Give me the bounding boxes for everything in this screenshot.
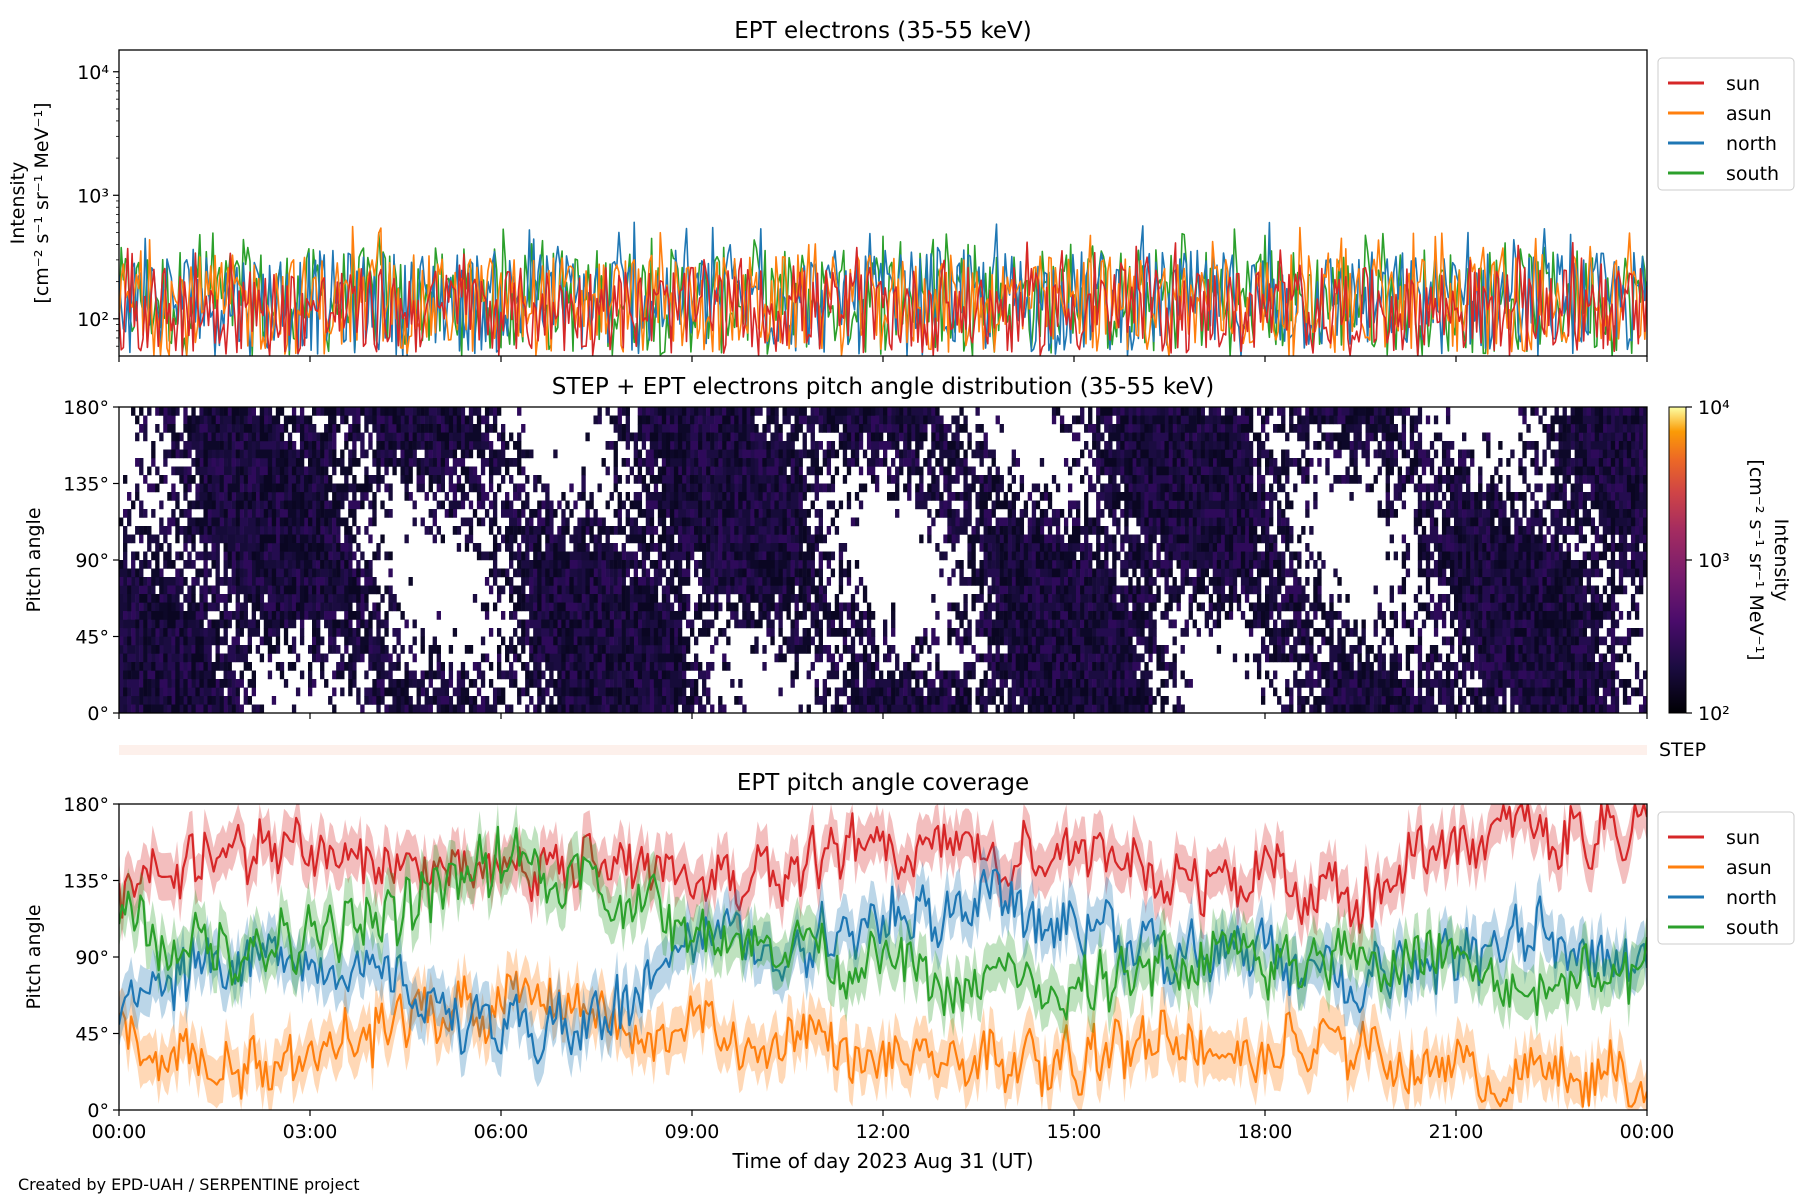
legend-label-north: north [1726, 887, 1777, 909]
y-tick-label: 180° [63, 397, 109, 419]
y-tick-label: 45° [75, 627, 109, 649]
panel-intensity: EPT electrons (35-55 keV) 10² 10³ 10⁴ Inte… [7, 18, 1795, 362]
x-tick-label: 21:00 [1429, 1121, 1484, 1143]
x-tick-label: 00:00 [92, 1121, 147, 1143]
panel4-y-axis: 0° 45° 90° 135° 180° [63, 794, 119, 1122]
panel1-x-ticks [118, 356, 1648, 362]
colorbar-tick-label: 10⁴ [1698, 397, 1730, 419]
panel4-legend: sun asun north south [1657, 811, 1795, 945]
x-tick-label: 12:00 [856, 1121, 911, 1143]
legend-label-south: south [1726, 917, 1779, 939]
y-tick-label: 0° [87, 703, 109, 725]
x-tick-label: 06:00 [474, 1121, 529, 1143]
step-strip-bar [119, 745, 1647, 755]
y-tick-label: 180° [63, 794, 109, 816]
y-tick-label: 45° [75, 1024, 109, 1046]
panel-pa-coverage: EPT pitch angle coverage 0° 45° 90° 135° 180… [23, 770, 1795, 1173]
intensity-line-sun [119, 241, 1647, 356]
legend-label-sun: sun [1726, 827, 1760, 849]
colorbar-tick-label: 10³ [1698, 550, 1730, 572]
panel1-title: EPT electrons (35-55 keV) [734, 18, 1031, 44]
panel2-ylabel: Pitch angle [23, 507, 45, 612]
y-tick-label: 90° [75, 947, 109, 969]
legend-label-north: north [1726, 133, 1777, 155]
y-tick-label: 10² [77, 309, 109, 331]
legend-box [1657, 811, 1795, 945]
y-tick-label: 90° [75, 550, 109, 572]
legend-label-sun: sun [1726, 73, 1760, 95]
panel2-title: STEP + EPT electrons pitch angle distrib… [552, 374, 1214, 400]
x-tick-label: 09:00 [665, 1121, 720, 1143]
x-tick-label: 18:00 [1238, 1121, 1293, 1143]
y-tick-label: 135° [63, 871, 109, 893]
heatmap-cells [119, 407, 1647, 713]
panel4-ylabel: Pitch angle [23, 904, 45, 1009]
x-tick-label: 00:00 [1620, 1121, 1675, 1143]
y-tick-label: 10⁴ [77, 62, 109, 84]
panel2-x-ticks [118, 713, 1648, 719]
y-tick-label: 10³ [77, 185, 109, 207]
coverage-series-group [119, 804, 1647, 1110]
intensity-series-group [119, 221, 1647, 356]
heatmap-cells [119, 407, 1647, 713]
x-tick-label: 03:00 [283, 1121, 338, 1143]
x-axis-label: Time of day 2023 Aug 31 (UT) [731, 1149, 1033, 1173]
colorbar [1668, 406, 1687, 714]
coverage-line-asun [119, 970, 1647, 1108]
heatmap-cells [123, 407, 1647, 713]
coverage-line-north [119, 868, 1647, 1065]
panel1-ylabel-line2: [cm⁻² s⁻¹ sr⁻¹ MeV⁻¹] [31, 102, 53, 303]
colorbar-label-line2: [cm⁻² s⁻¹ sr⁻¹ MeV⁻¹] [1745, 459, 1767, 660]
panel-step-strip: STEP [119, 739, 1706, 761]
legend-label-south: south [1726, 163, 1779, 185]
y-tick-label: 135° [63, 474, 109, 496]
footer-credit: Created by EPD-UAH / SERPENTINE project [18, 1175, 360, 1194]
panel1-y-axis: 10² 10³ 10⁴ [77, 62, 119, 347]
panel-pad-heatmap: STEP + EPT electrons pitch angle distrib… [23, 374, 1792, 725]
panel4-title: EPT pitch angle coverage [737, 770, 1029, 796]
panel1-ylabel-line1: Intensity [7, 162, 29, 245]
legend-box [1657, 57, 1795, 191]
panel4-x-axis: 00:00 03:00 06:00 09:00 12:00 15:00 18:00 21:00… [92, 1110, 1675, 1143]
panel2-y-axis: 0° 45° 90° 135° 180° [63, 397, 119, 725]
panel1-frame [118, 49, 1648, 357]
coverage-line-sun [119, 804, 1647, 934]
intensity-line-asun [119, 225, 1647, 356]
colorbar-ticks: 10² 10³ 10⁴ [1686, 397, 1730, 725]
x-tick-label: 15:00 [1047, 1121, 1102, 1143]
colorbar-tick-label: 10² [1698, 703, 1730, 725]
legend-label-asun: asun [1726, 857, 1772, 879]
coverage-line-south [119, 825, 1647, 1021]
y-tick-label: 0° [87, 1100, 109, 1122]
panel1-legend: sun asun north south [1657, 57, 1795, 191]
step-strip-label: STEP [1659, 739, 1706, 761]
heatmap-cells-group [119, 407, 1647, 713]
colorbar-label-line1: Intensity [1770, 519, 1792, 602]
legend-label-asun: asun [1726, 103, 1772, 125]
coverage-band-sun [119, 804, 1647, 957]
